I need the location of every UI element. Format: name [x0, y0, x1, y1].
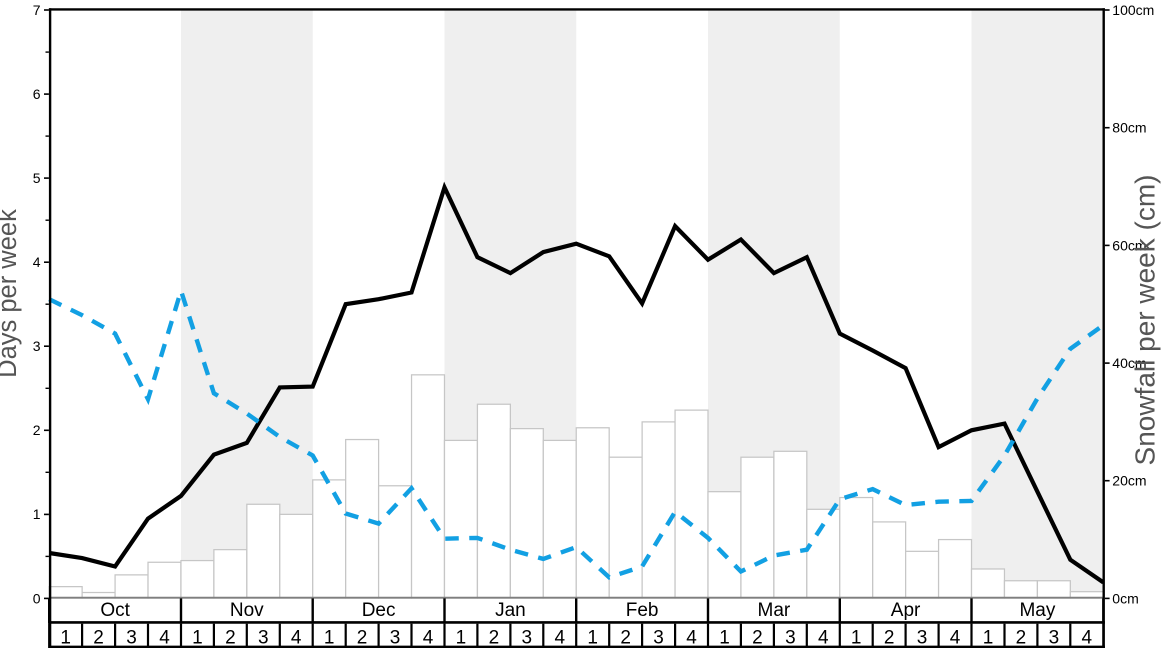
- svg-text:1: 1: [851, 628, 862, 649]
- svg-text:2: 2: [620, 628, 631, 649]
- svg-text:3: 3: [785, 628, 796, 649]
- svg-text:1: 1: [192, 628, 203, 649]
- svg-text:3: 3: [1049, 628, 1060, 649]
- svg-text:Snowfall per week (cm): Snowfall per week (cm): [1130, 175, 1161, 466]
- svg-text:1: 1: [456, 628, 467, 649]
- svg-text:80cm: 80cm: [1112, 120, 1146, 136]
- svg-text:3: 3: [126, 628, 137, 649]
- svg-text:1: 1: [719, 628, 730, 649]
- svg-text:4: 4: [159, 628, 170, 649]
- svg-text:1: 1: [60, 628, 71, 649]
- svg-text:3: 3: [390, 628, 401, 649]
- svg-text:Jan: Jan: [495, 600, 526, 621]
- svg-text:2: 2: [357, 628, 368, 649]
- svg-text:4: 4: [818, 628, 829, 649]
- svg-text:4: 4: [291, 628, 302, 649]
- svg-text:4: 4: [555, 628, 566, 649]
- svg-text:4: 4: [686, 628, 697, 649]
- svg-text:60cm: 60cm: [1112, 237, 1146, 253]
- svg-text:20cm: 20cm: [1112, 473, 1146, 489]
- svg-text:3: 3: [33, 338, 41, 354]
- svg-text:2: 2: [93, 628, 104, 649]
- svg-text:Feb: Feb: [626, 600, 659, 621]
- svg-text:Days per week: Days per week: [0, 209, 22, 378]
- svg-text:4: 4: [1082, 628, 1093, 649]
- svg-text:2: 2: [752, 628, 763, 649]
- svg-text:1: 1: [587, 628, 598, 649]
- svg-text:0: 0: [33, 590, 41, 606]
- svg-text:1: 1: [324, 628, 335, 649]
- svg-text:3: 3: [653, 628, 664, 649]
- svg-text:3: 3: [917, 628, 928, 649]
- svg-text:Mar: Mar: [758, 600, 791, 621]
- svg-text:Nov: Nov: [230, 600, 264, 621]
- svg-text:0cm: 0cm: [1112, 590, 1138, 606]
- svg-text:6: 6: [33, 86, 41, 102]
- svg-text:Apr: Apr: [891, 600, 921, 621]
- svg-text:3: 3: [522, 628, 533, 649]
- svg-text:Oct: Oct: [100, 600, 130, 621]
- svg-text:4: 4: [33, 254, 41, 270]
- svg-text:4: 4: [423, 628, 434, 649]
- svg-text:7: 7: [33, 2, 41, 18]
- svg-text:1: 1: [33, 506, 41, 522]
- svg-text:5: 5: [33, 170, 41, 186]
- svg-text:40cm: 40cm: [1112, 355, 1146, 371]
- svg-text:4: 4: [950, 628, 961, 649]
- svg-text:3: 3: [258, 628, 269, 649]
- svg-text:2: 2: [225, 628, 236, 649]
- svg-text:1: 1: [983, 628, 994, 649]
- svg-text:100cm: 100cm: [1112, 2, 1154, 18]
- svg-text:Dec: Dec: [362, 600, 396, 621]
- svg-text:2: 2: [1016, 628, 1027, 649]
- svg-text:2: 2: [884, 628, 895, 649]
- svg-text:2: 2: [33, 422, 41, 438]
- svg-text:May: May: [1019, 600, 1055, 621]
- svg-text:2: 2: [489, 628, 500, 649]
